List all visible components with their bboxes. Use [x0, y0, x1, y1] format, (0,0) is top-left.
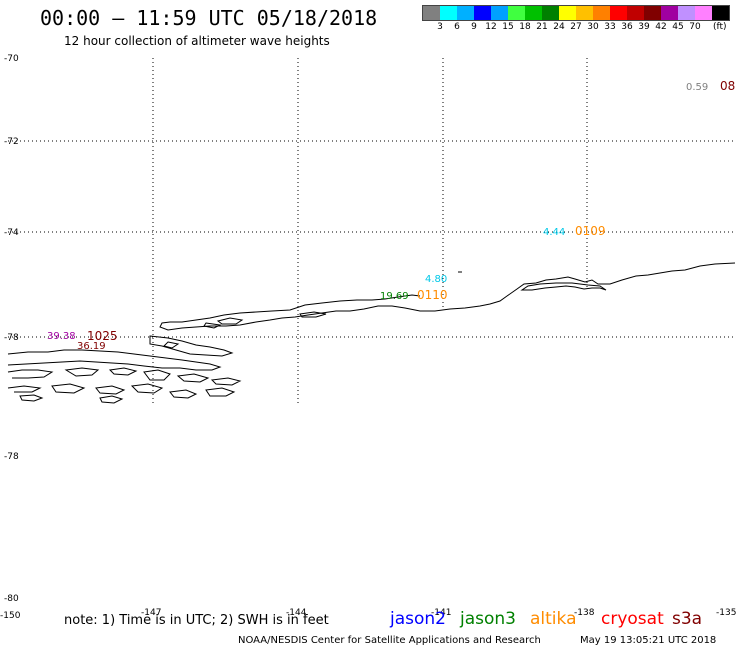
- page-subtitle: 12 hour collection of altimeter wave hei…: [64, 34, 330, 48]
- obs-time: 0110: [417, 288, 448, 302]
- legend-swatch: [474, 6, 491, 20]
- legend-label: 3: [437, 22, 443, 32]
- legend-swatch: [491, 6, 508, 20]
- legend-label: 18: [519, 22, 531, 32]
- legend-swatch: [627, 6, 644, 20]
- latitude-labels: -70 -72 -74 -78 -78 -80: [4, 54, 19, 604]
- satellite-jason3: jason3: [460, 609, 516, 629]
- legend-swatch: [695, 6, 712, 20]
- legend-label: 15: [502, 22, 514, 32]
- satellite-s3a: s3a: [672, 609, 703, 629]
- legend-swatch: [542, 6, 559, 20]
- observation-labels: 0.59 08 4.44 0109 4.80 19.69 0110 39.38 …: [47, 79, 735, 352]
- swh-value: 19.69: [380, 291, 409, 302]
- legend-swatch: [559, 6, 576, 20]
- obs-time: 1025: [87, 329, 118, 343]
- legend-label: 12: [485, 22, 497, 32]
- legend-label: 36: [621, 22, 633, 32]
- lon-label: -135: [716, 608, 736, 618]
- lon-label: -138: [574, 608, 595, 618]
- legend-swatch: [508, 6, 525, 20]
- lat-label: -78: [4, 452, 19, 462]
- lon-label: -141: [431, 608, 451, 618]
- satellite-cryosat: cryosat: [601, 609, 664, 629]
- legend-label: 6: [454, 22, 460, 32]
- lat-label: -70: [4, 54, 19, 64]
- legend-label: 33: [604, 22, 616, 32]
- graticule: [8, 58, 735, 405]
- legend-swatch: [610, 6, 627, 20]
- legend-swatch: [525, 6, 542, 20]
- lat-label: -78: [4, 333, 19, 343]
- color-legend: [422, 5, 730, 21]
- legend-swatch: [457, 6, 474, 20]
- legend-label: 45: [672, 22, 684, 32]
- legend-label: 9: [471, 22, 477, 32]
- legend-swatch: [712, 6, 729, 20]
- lat-label: -72: [4, 137, 19, 147]
- obs-time: 08: [720, 79, 735, 93]
- legend-swatch: [593, 6, 610, 20]
- satellite-jason2: jason2: [390, 609, 446, 629]
- legend-label: 39: [638, 22, 650, 32]
- legend-swatch: [644, 6, 661, 20]
- coastline: [7, 262, 736, 404]
- legend-label: 27: [570, 22, 582, 32]
- generated-timestamp: May 19 13:05:21 UTC 2018: [580, 635, 717, 646]
- legend-unit: (ft): [713, 22, 727, 32]
- legend-swatch: [678, 6, 695, 20]
- legend-swatch: [661, 6, 678, 20]
- obs-time: 0109: [575, 224, 606, 238]
- lat-label: -74: [4, 228, 19, 238]
- legend-swatch: [440, 6, 457, 20]
- longitude-labels: -150 -147 -144 -141 -138 -135: [0, 608, 736, 621]
- footer-credit: NOAA/NESDIS Center for Satellite Applica…: [238, 635, 541, 646]
- legend-label: 24: [553, 22, 565, 32]
- page-title: 00:00 – 11:59 UTC 05/18/2018: [40, 6, 378, 30]
- lat-label: -80: [4, 594, 19, 604]
- note-text: note: 1) Time is in UTC; 2) SWH is in fe…: [64, 613, 329, 628]
- legend-label: 21: [536, 22, 548, 32]
- swh-value: 39.38: [47, 331, 76, 342]
- legend-swatch: [423, 6, 440, 20]
- swh-value: 36.19: [77, 341, 106, 352]
- swh-value: 4.80: [425, 274, 447, 285]
- satellite-altika: altika: [530, 609, 577, 629]
- swh-value: 0.59: [686, 82, 708, 93]
- swh-value: 4.44: [543, 227, 565, 238]
- legend-label: 30: [587, 22, 599, 32]
- legend-label: 70: [689, 22, 701, 32]
- lon-label: -144: [286, 608, 307, 618]
- legend-swatch: [576, 6, 593, 20]
- legend-label: 42: [655, 22, 667, 32]
- lon-label: -150: [0, 611, 21, 621]
- lon-label: -147: [141, 608, 161, 618]
